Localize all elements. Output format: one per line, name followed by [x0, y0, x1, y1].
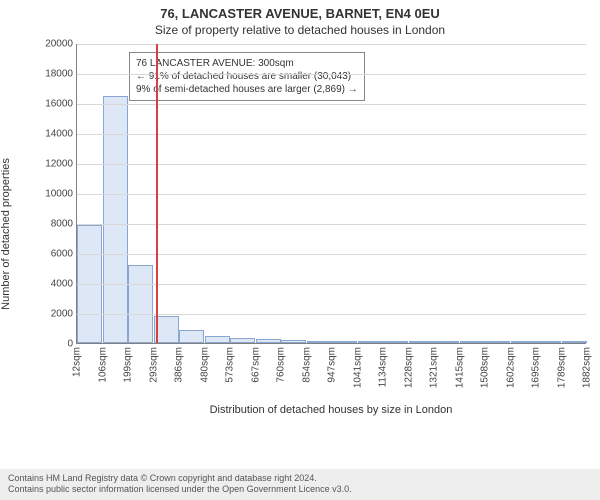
- histogram-bar: [460, 341, 485, 343]
- gridline: [77, 254, 586, 255]
- histogram-bar: [332, 341, 357, 343]
- x-tick-label: 1321sqm: [429, 347, 440, 388]
- gridline: [77, 314, 586, 315]
- histogram-chart: Number of detached properties 76 LANCAST…: [34, 44, 589, 424]
- gridline: [77, 194, 586, 195]
- info-box-line: 9% of semi-detached houses are larger (2…: [136, 83, 358, 96]
- info-box: 76 LANCASTER AVENUE: 300sqm← 91% of deta…: [129, 52, 365, 101]
- histogram-bar: [179, 330, 204, 344]
- y-tick-label: 6000: [51, 249, 77, 260]
- x-tick-label: 760sqm: [276, 347, 287, 383]
- title-sub: Size of property relative to detached ho…: [0, 21, 600, 41]
- histogram-bar: [307, 341, 332, 343]
- y-tick-label: 2000: [51, 309, 77, 320]
- gridline: [77, 134, 586, 135]
- x-tick-label: 12sqm: [72, 347, 83, 377]
- x-tick-label: 106sqm: [97, 347, 108, 383]
- y-tick-label: 14000: [45, 129, 77, 140]
- footer-line-2: Contains public sector information licen…: [8, 484, 592, 496]
- x-tick-label: 480sqm: [199, 347, 210, 383]
- y-tick-label: 12000: [45, 159, 77, 170]
- histogram-bar: [256, 339, 281, 343]
- x-tick-label: 667sqm: [250, 347, 261, 383]
- title-main: 76, LANCASTER AVENUE, BARNET, EN4 0EU: [0, 0, 600, 21]
- x-tick-label: 293sqm: [148, 347, 159, 383]
- x-tick-label: 947sqm: [327, 347, 338, 383]
- histogram-bar: [230, 338, 255, 343]
- gridline: [77, 74, 586, 75]
- histogram-bar: [536, 341, 561, 343]
- x-tick-label: 1789sqm: [556, 347, 567, 388]
- y-tick-label: 16000: [45, 99, 77, 110]
- histogram-bar: [511, 341, 536, 343]
- histogram-bar: [358, 341, 383, 343]
- gridline: [77, 164, 586, 165]
- histogram-bar: [281, 340, 306, 343]
- gridline: [77, 224, 586, 225]
- x-axis-label: Distribution of detached houses by size …: [76, 404, 586, 416]
- y-axis-label: Number of detached properties: [0, 158, 12, 310]
- x-tick-label: 1695sqm: [531, 347, 542, 388]
- histogram-bar: [128, 265, 153, 343]
- x-tick-label: 573sqm: [225, 347, 236, 383]
- x-tick-label: 1882sqm: [582, 347, 593, 388]
- info-box-line: 76 LANCASTER AVENUE: 300sqm: [136, 57, 358, 70]
- gridline: [77, 284, 586, 285]
- footer-line-1: Contains HM Land Registry data © Crown c…: [8, 473, 592, 485]
- histogram-bar: [434, 341, 459, 343]
- histogram-bar: [409, 341, 434, 343]
- x-tick-label: 1415sqm: [454, 347, 465, 388]
- y-tick-label: 20000: [45, 39, 77, 50]
- x-tick-label: 386sqm: [174, 347, 185, 383]
- x-tick-label: 1041sqm: [352, 347, 363, 388]
- reference-line: [156, 44, 158, 343]
- x-tick-label: 1134sqm: [378, 347, 389, 387]
- gridline: [77, 44, 586, 45]
- x-tick-label: 1602sqm: [505, 347, 516, 388]
- y-tick-label: 4000: [51, 279, 77, 290]
- attribution-footer: Contains HM Land Registry data © Crown c…: [0, 469, 600, 500]
- histogram-bar: [562, 341, 587, 343]
- histogram-bar: [383, 341, 408, 343]
- x-tick-label: 1228sqm: [403, 347, 414, 388]
- y-tick-label: 8000: [51, 219, 77, 230]
- x-tick-label: 854sqm: [301, 347, 312, 383]
- info-box-line: ← 91% of detached houses are smaller (30…: [136, 70, 358, 83]
- histogram-bar: [485, 341, 510, 343]
- histogram-bar: [103, 96, 128, 344]
- histogram-bar: [205, 336, 230, 344]
- x-tick-label: 199sqm: [123, 347, 134, 383]
- x-tick-label: 1508sqm: [480, 347, 491, 388]
- y-tick-label: 10000: [45, 189, 77, 200]
- gridline: [77, 104, 586, 105]
- plot-area: 76 LANCASTER AVENUE: 300sqm← 91% of deta…: [76, 44, 586, 344]
- y-tick-label: 18000: [45, 69, 77, 80]
